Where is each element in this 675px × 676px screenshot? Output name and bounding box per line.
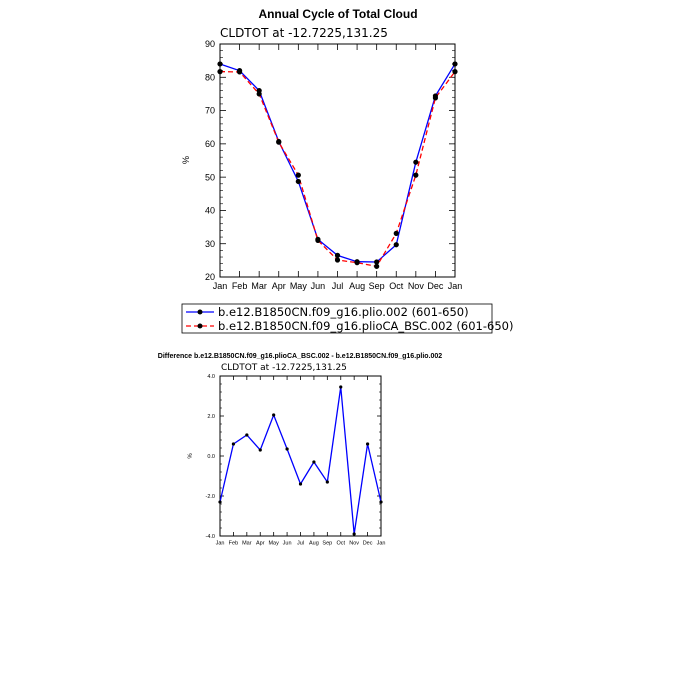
data-point bbox=[393, 242, 399, 248]
x-tick-label: Nov bbox=[349, 541, 359, 547]
x-tick-label: Apr bbox=[272, 281, 286, 291]
data-point bbox=[374, 263, 380, 269]
data-point bbox=[312, 460, 316, 464]
x-tick-label: Jan bbox=[213, 281, 228, 291]
data-point bbox=[295, 178, 301, 185]
data-point bbox=[413, 159, 419, 165]
data-point bbox=[452, 61, 458, 67]
data-point bbox=[272, 413, 276, 417]
x-tick-label: May bbox=[268, 541, 279, 547]
x-tick-label: Dec bbox=[427, 281, 444, 291]
data-point bbox=[236, 69, 243, 75]
x-tick-label: May bbox=[290, 281, 308, 291]
y-tick-label: 30 bbox=[205, 239, 215, 249]
y-tick-label: 20 bbox=[205, 272, 215, 282]
chart-subtitle: CLDTOT at -12.7225,131.25 bbox=[220, 26, 388, 40]
annual-cycle-chart: Annual Cycle of Total Cloud CLDTOT at -1… bbox=[181, 7, 462, 291]
plot-area bbox=[219, 43, 456, 278]
data-point bbox=[217, 69, 223, 75]
data-point bbox=[379, 500, 383, 504]
data-point bbox=[325, 480, 329, 484]
difference-subtitle: CLDTOT at -12.7225,131.25 bbox=[221, 363, 347, 373]
data-point bbox=[231, 442, 236, 446]
legend-label-plio: b.e12.B1850CN.f09_g16.plio.002 (601-650) bbox=[218, 305, 469, 319]
y-axis-label: % bbox=[181, 156, 191, 164]
tick-labels: Jan Feb Mar Apr May Jun Jul Aug Sep Oct Nov Dec Jan2… bbox=[205, 39, 462, 291]
data-point bbox=[298, 482, 303, 486]
y-tick-label: 2.0 bbox=[207, 414, 215, 420]
y-tick-label: 50 bbox=[205, 172, 215, 182]
data-point bbox=[354, 260, 360, 266]
data-point bbox=[218, 500, 222, 504]
legend-box bbox=[181, 303, 493, 334]
data-point bbox=[413, 172, 419, 178]
data-point bbox=[452, 69, 458, 75]
x-tick-label: Oct bbox=[336, 541, 345, 547]
x-tick-label: Aug bbox=[309, 541, 319, 547]
data-point bbox=[334, 257, 341, 263]
y-tick-label: 60 bbox=[205, 139, 215, 149]
difference-plot-area bbox=[219, 375, 382, 537]
y-tick-label: -2.0 bbox=[206, 494, 215, 500]
x-tick-label: Mar bbox=[242, 541, 252, 547]
data-point bbox=[295, 172, 301, 178]
chart-title: Annual Cycle of Total Cloud bbox=[258, 7, 417, 21]
data-point bbox=[432, 95, 439, 101]
series-line-2 bbox=[219, 70, 456, 268]
legend-marker-pliocabsc bbox=[197, 323, 203, 329]
x-tick-label: Sep bbox=[369, 281, 385, 291]
data-point bbox=[352, 532, 356, 536]
y-tick-label: 40 bbox=[205, 206, 215, 216]
series-line-1 bbox=[219, 386, 382, 535]
x-tick-label: Sep bbox=[322, 541, 332, 547]
data-point bbox=[315, 237, 321, 243]
data-point bbox=[258, 448, 262, 452]
y-tick-label: -4.0 bbox=[206, 534, 215, 540]
y-tick-label: 0.0 bbox=[207, 454, 215, 460]
x-tick-label: Jun bbox=[283, 541, 292, 547]
plot-frame bbox=[219, 43, 456, 278]
legend: b.e12.B1850CN.f09_g16.plio.002 (601-650)… bbox=[181, 303, 513, 334]
x-tick-label: Mar bbox=[251, 281, 267, 291]
x-tick-label: Jan bbox=[216, 541, 225, 547]
x-tick-label: Jan bbox=[377, 541, 386, 547]
data-point bbox=[374, 259, 380, 265]
x-tick-label: Feb bbox=[229, 541, 238, 547]
difference-title: Difference b.e12.B1850CN.f09_g16.plioCA_… bbox=[158, 353, 443, 360]
series-group bbox=[217, 61, 458, 269]
y-tick-label: 90 bbox=[205, 39, 215, 49]
x-tick-label: Oct bbox=[389, 281, 404, 291]
y-tick-label: 80 bbox=[205, 72, 215, 82]
x-tick-label: Aug bbox=[349, 281, 365, 291]
x-tick-label: Nov bbox=[408, 281, 425, 291]
data-point bbox=[245, 433, 249, 437]
y-tick-label: 70 bbox=[205, 106, 215, 116]
difference-series-group bbox=[218, 385, 383, 536]
x-tick-label: Jun bbox=[311, 281, 326, 291]
x-tick-label: Feb bbox=[232, 281, 248, 291]
y-tick-label: 4.0 bbox=[207, 374, 215, 380]
data-point bbox=[276, 139, 282, 145]
x-tick-label: Jul bbox=[332, 281, 344, 291]
legend-label-pliocabsc: b.e12.B1850CN.f09_g16.plioCA_BSC.002 (60… bbox=[218, 319, 513, 333]
difference-tick-labels: Jan Feb Mar Apr May Jun Jul Aug Sep Oct Nov Dec Jan-… bbox=[206, 374, 386, 547]
data-point bbox=[393, 230, 399, 236]
x-tick-label: Apr bbox=[256, 541, 265, 547]
data-point bbox=[339, 385, 343, 389]
x-tick-label: Dec bbox=[363, 541, 373, 547]
data-point bbox=[365, 442, 370, 446]
data-point bbox=[256, 91, 262, 97]
data-point bbox=[217, 61, 223, 67]
data-point bbox=[334, 252, 341, 258]
difference-chart: Difference b.e12.B1850CN.f09_g16.plioCA_… bbox=[158, 353, 443, 547]
series-line-1 bbox=[219, 63, 456, 263]
data-point bbox=[285, 447, 289, 451]
difference-y-axis-label: % bbox=[188, 453, 194, 459]
legend-marker-plio bbox=[197, 309, 203, 315]
x-tick-label: Jul bbox=[297, 541, 304, 547]
x-tick-label: Jan bbox=[448, 281, 463, 291]
